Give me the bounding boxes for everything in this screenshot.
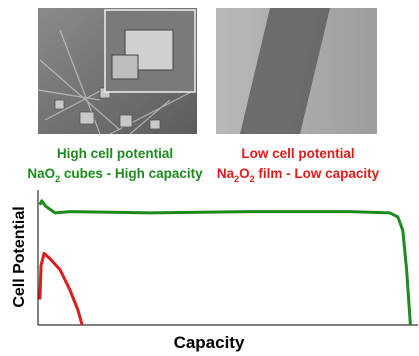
tem-image [216, 8, 377, 134]
series-line [40, 253, 82, 325]
figure: Capacity Cell Potential High cell potent… [0, 0, 419, 356]
y-axis-label: Cell Potential [11, 206, 28, 307]
annotation-subtitle: NaO2 cubes - High capacity [27, 166, 203, 184]
annotation-title: High cell potential [57, 146, 173, 161]
annotation-text: Na [217, 166, 235, 181]
series-line [40, 201, 411, 325]
plot-axes [38, 190, 418, 325]
annotation-text: film - Low capacity [255, 166, 380, 181]
annotation-title: Low cell potential [241, 146, 354, 161]
x-axis-label: Capacity [174, 333, 245, 352]
annotation-text: cubes - High capacity [60, 166, 203, 181]
annotation-text: NaO [27, 166, 55, 181]
annotation-subtitle: Na2O2 film - Low capacity [217, 166, 380, 184]
sem-image [38, 8, 197, 134]
annotation-text: O [239, 166, 250, 181]
